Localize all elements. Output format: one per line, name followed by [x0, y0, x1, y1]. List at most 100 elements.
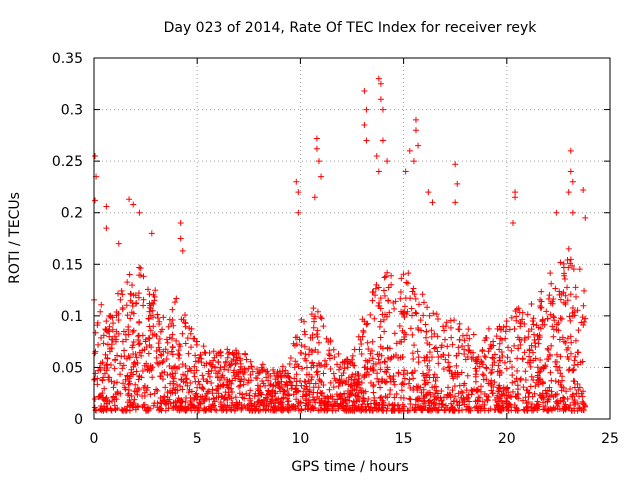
data-point — [540, 399, 547, 406]
data-point — [575, 327, 582, 334]
data-point — [447, 392, 454, 399]
data-point — [421, 394, 428, 401]
data-point — [550, 326, 557, 333]
data-point — [154, 314, 161, 321]
data-point — [320, 323, 327, 330]
data-point — [311, 315, 318, 322]
data-point — [126, 271, 133, 278]
data-point — [377, 96, 384, 103]
data-point — [496, 354, 503, 361]
data-point — [98, 301, 105, 308]
data-point — [397, 288, 404, 295]
data-point — [375, 356, 382, 363]
data-point — [222, 403, 229, 410]
data-point — [361, 122, 368, 129]
data-point — [110, 393, 117, 400]
data-point — [124, 403, 131, 410]
data-point — [373, 152, 380, 159]
data-point — [132, 381, 139, 388]
data-point — [429, 199, 436, 206]
data-point — [135, 376, 142, 383]
data-point — [448, 334, 455, 341]
data-point — [224, 346, 231, 353]
data-point — [459, 342, 466, 349]
data-point — [231, 351, 238, 358]
data-point — [512, 307, 519, 314]
data-point — [520, 384, 527, 391]
data-point — [207, 406, 214, 413]
data-point — [255, 387, 262, 394]
data-point — [431, 405, 438, 412]
data-point — [372, 292, 379, 299]
data-point — [505, 407, 512, 414]
data-point — [565, 344, 572, 351]
data-point — [360, 407, 367, 414]
data-point — [393, 340, 400, 347]
data-point — [219, 405, 226, 412]
data-point — [537, 325, 544, 332]
data-point — [355, 370, 362, 377]
data-point — [567, 256, 574, 263]
data-point — [464, 372, 471, 379]
data-point — [546, 384, 553, 391]
data-point — [427, 407, 434, 414]
data-point — [529, 393, 536, 400]
data-point — [318, 315, 325, 322]
data-point — [491, 351, 498, 358]
data-point — [347, 391, 354, 398]
data-point — [382, 359, 389, 366]
data-point — [111, 365, 118, 372]
data-point — [208, 367, 215, 374]
data-point — [329, 393, 336, 400]
data-point — [175, 347, 182, 354]
data-point — [129, 401, 136, 408]
data-point — [92, 152, 99, 159]
data-point — [170, 375, 177, 382]
data-point — [292, 334, 299, 341]
data-point — [165, 405, 172, 412]
data-point — [580, 406, 587, 413]
data-point — [247, 371, 254, 378]
data-point — [357, 336, 364, 343]
data-point — [508, 394, 515, 401]
data-point — [136, 349, 143, 356]
data-point — [144, 366, 151, 373]
data-point — [214, 373, 221, 380]
data-point — [183, 407, 190, 414]
data-point — [449, 404, 456, 411]
data-point — [555, 327, 562, 334]
data-point — [419, 291, 426, 298]
data-point — [272, 399, 279, 406]
data-point — [199, 393, 206, 400]
data-point — [567, 386, 574, 393]
data-point — [379, 311, 386, 318]
data-point — [573, 293, 580, 300]
data-point — [540, 364, 547, 371]
data-point — [156, 346, 163, 353]
data-point — [440, 351, 447, 358]
data-point — [425, 189, 432, 196]
data-point — [201, 362, 208, 369]
data-point — [384, 345, 391, 352]
data-point — [487, 380, 494, 387]
data-point — [325, 399, 332, 406]
data-point — [327, 338, 334, 345]
data-point — [544, 315, 551, 322]
data-point — [153, 386, 160, 393]
data-point — [191, 363, 198, 370]
data-point — [193, 341, 200, 348]
data-point — [159, 359, 166, 366]
data-point — [382, 379, 389, 386]
data-point — [175, 350, 182, 357]
data-point — [118, 287, 125, 294]
data-point — [315, 339, 322, 346]
data-point — [136, 264, 143, 271]
data-point — [91, 350, 98, 357]
data-point — [356, 346, 363, 353]
data-point — [109, 326, 116, 333]
y-tick-label: 0.05 — [52, 360, 83, 376]
data-point — [278, 373, 285, 380]
data-point — [306, 371, 313, 378]
data-point — [550, 313, 557, 320]
data-point — [574, 307, 581, 314]
